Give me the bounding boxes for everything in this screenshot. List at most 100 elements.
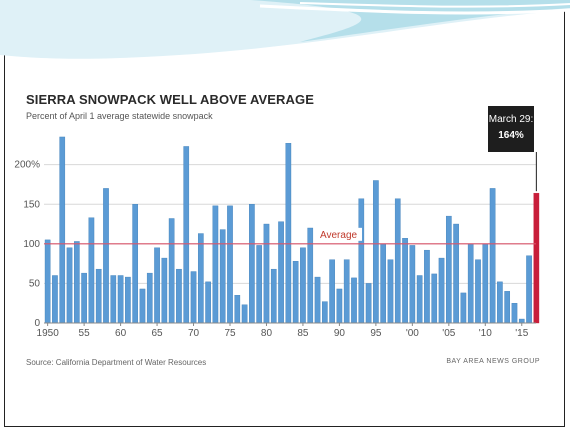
bar [453, 223, 459, 324]
bar [278, 221, 284, 324]
bar [161, 257, 168, 324]
bar [307, 227, 314, 324]
bar [183, 146, 190, 324]
x-tick-label: 60 [115, 328, 127, 339]
y-tick-label: 200% [14, 160, 40, 171]
bar [358, 198, 365, 324]
bar [460, 292, 467, 324]
bar [132, 204, 139, 324]
bar [380, 243, 387, 324]
bar [256, 245, 263, 324]
bar [59, 136, 66, 324]
bar [81, 272, 87, 324]
bar [146, 272, 153, 324]
header-decoration [0, 0, 570, 59]
callout-box [488, 106, 534, 152]
x-tick-label: 1950 [37, 328, 60, 339]
bar [73, 241, 80, 324]
chart-subtitle: Percent of April 1 average statewide sno… [26, 111, 213, 121]
bar [438, 257, 445, 324]
bar [139, 288, 146, 324]
x-tick-label: '05 [442, 328, 455, 339]
bar [489, 188, 496, 324]
bar [329, 259, 335, 324]
bar [292, 261, 299, 324]
average-layer: Average [44, 227, 536, 245]
bar [518, 318, 525, 324]
bar [95, 268, 102, 324]
bar [445, 215, 452, 324]
bar [394, 198, 401, 324]
bar [467, 243, 474, 324]
bar [314, 276, 321, 324]
bar [416, 275, 423, 324]
bar [44, 239, 51, 324]
bar [526, 255, 532, 324]
bar [373, 180, 379, 324]
bar [168, 218, 175, 324]
header-swoosh-line-2 [299, 2, 570, 8]
chart-title: SIERRA SNOWPACK WELL ABOVE AVERAGE [26, 92, 314, 107]
bar [402, 238, 408, 324]
x-tick-label: 65 [151, 328, 163, 339]
bar [227, 205, 233, 324]
bar [66, 247, 73, 324]
bar [241, 304, 248, 324]
x-tick-label: 55 [79, 328, 91, 339]
header-swoosh-line [259, 4, 570, 15]
bar [482, 243, 489, 324]
callout-date: March 29: [489, 114, 533, 125]
x-tick-label: 70 [188, 328, 200, 339]
bar [270, 268, 277, 324]
bar [387, 259, 394, 324]
x-tick-label: '15 [515, 328, 528, 339]
bar [52, 275, 58, 324]
bar [321, 301, 328, 324]
bar [263, 223, 270, 324]
bar [249, 204, 255, 324]
bar [300, 247, 306, 324]
bar [234, 295, 241, 324]
bar [125, 276, 131, 324]
bar [409, 245, 416, 324]
chart-source: Source: California Department of Water R… [26, 358, 207, 367]
average-label: Average [320, 230, 358, 241]
bar [190, 271, 197, 324]
x-tick-label: 75 [224, 328, 236, 339]
x-tick-label: 85 [297, 328, 309, 339]
bar [475, 259, 481, 324]
bar [110, 275, 117, 324]
bar [424, 249, 430, 324]
axis-layer: 1950 55 60 65 70 75 80 85 90 95 '00 '05 '10 '15 [37, 322, 536, 339]
y-tick-label: 50 [29, 278, 41, 289]
bar [431, 273, 438, 324]
bar [205, 281, 211, 324]
y-tick-label: 150 [23, 199, 40, 210]
bar-highlight [533, 192, 540, 324]
header-band-mid [250, 0, 570, 42]
average-label-bg [316, 227, 362, 241]
bar [154, 247, 160, 324]
bar [504, 291, 511, 324]
bar [336, 288, 343, 324]
bar [197, 233, 204, 324]
x-tick-label: 80 [261, 328, 273, 339]
bar [176, 268, 182, 324]
bar [212, 205, 219, 324]
callout-layer: March 29: 164% [488, 106, 537, 192]
bar [351, 277, 357, 324]
x-tick-label: 90 [334, 328, 346, 339]
x-tick-label: '10 [479, 328, 492, 339]
callout-value: 164% [498, 130, 524, 141]
x-tick-label: '00 [406, 328, 419, 339]
bar [117, 275, 124, 324]
bars-layer [44, 136, 540, 324]
bar [103, 188, 109, 324]
y-tick-label: 100 [23, 239, 40, 250]
bar [365, 283, 372, 324]
x-tick-label: 95 [370, 328, 382, 339]
bar [285, 143, 292, 324]
bar [343, 259, 350, 324]
bar [88, 217, 95, 324]
